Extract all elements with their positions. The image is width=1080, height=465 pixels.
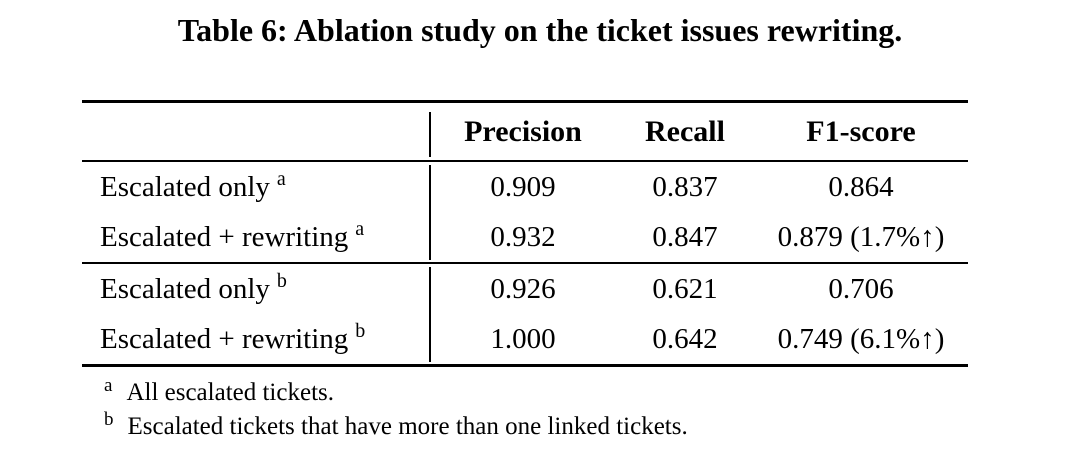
- cell-precision: 0.926: [490, 272, 556, 305]
- footnote-text: All escalated tickets.: [126, 379, 334, 406]
- cell-recall: 0.621: [652, 272, 718, 305]
- cell-recall: 0.837: [652, 170, 718, 203]
- cell-recall: 0.642: [652, 322, 718, 355]
- cell-f1: 0.706: [828, 272, 894, 305]
- cell-f1: 0.864: [828, 170, 894, 203]
- header-empty-cell: [82, 101, 430, 162]
- row-label: Escalated + rewriting: [100, 322, 349, 355]
- row-footnote-marker: b: [276, 269, 287, 292]
- cell-precision: 0.932: [430, 212, 616, 264]
- column-header-recall: Recall: [616, 101, 754, 162]
- header-row: Precision Recall F1-score: [82, 101, 968, 162]
- row-label-cell: Escalated only a: [82, 161, 430, 212]
- ablation-results-table: Precision Recall F1-score Escalated only…: [82, 100, 968, 367]
- row-label: Escalated only: [100, 272, 270, 305]
- row-footnote-marker: a: [355, 217, 365, 240]
- column-header-precision: Precision: [430, 101, 616, 162]
- cell-precision: 0.909: [490, 170, 556, 203]
- row-label-cell: Escalated only b: [82, 263, 430, 314]
- table-caption: Table 6: Ablation study on the ticket is…: [177, 12, 903, 48]
- column-divider: [429, 165, 431, 260]
- footnote-marker: a: [104, 374, 113, 396]
- footnote-a: a All escalated tickets.: [104, 376, 688, 410]
- cell-f1: 0.879 (1.7%↑): [754, 212, 968, 264]
- row-label-cell: Escalated + rewriting b: [82, 314, 430, 366]
- row-label: Escalated only: [100, 170, 270, 203]
- row-label: Escalated + rewriting: [100, 220, 349, 253]
- table-row: Escalated + rewriting a 0.932 0.847 0.879…: [82, 212, 968, 264]
- cell-recall: 0.847: [616, 212, 754, 264]
- column-divider: [429, 267, 431, 362]
- table-section-b: Escalated only b 0.926 0.621 0.706 Escala…: [82, 263, 968, 366]
- row-footnote-marker: b: [355, 319, 366, 342]
- row-footnote-marker: a: [276, 167, 286, 190]
- footnote-marker: b: [104, 408, 114, 430]
- table-row: Escalated only b 0.926 0.621 0.706: [82, 263, 968, 314]
- footnote-text: Escalated tickets that have more than on…: [127, 413, 688, 440]
- footnotes: a All escalated tickets. b Escalated ticke…: [104, 376, 688, 444]
- table-row: Escalated + rewriting b 1.000 0.642 0.749…: [82, 314, 968, 366]
- column-header-f1: F1-score: [754, 101, 968, 162]
- table-section-a: Escalated only a 0.909 0.837 0.864 Escala…: [82, 161, 968, 264]
- cell-f1: 0.749 (6.1%↑): [777, 322, 945, 355]
- row-label-cell: Escalated + rewriting a: [82, 212, 430, 264]
- column-divider: [429, 112, 431, 157]
- table-row: Escalated only a 0.909 0.837 0.864: [82, 161, 968, 212]
- cell-precision: 1.000: [490, 322, 556, 355]
- footnote-b: b Escalated tickets that have more than o…: [104, 410, 688, 444]
